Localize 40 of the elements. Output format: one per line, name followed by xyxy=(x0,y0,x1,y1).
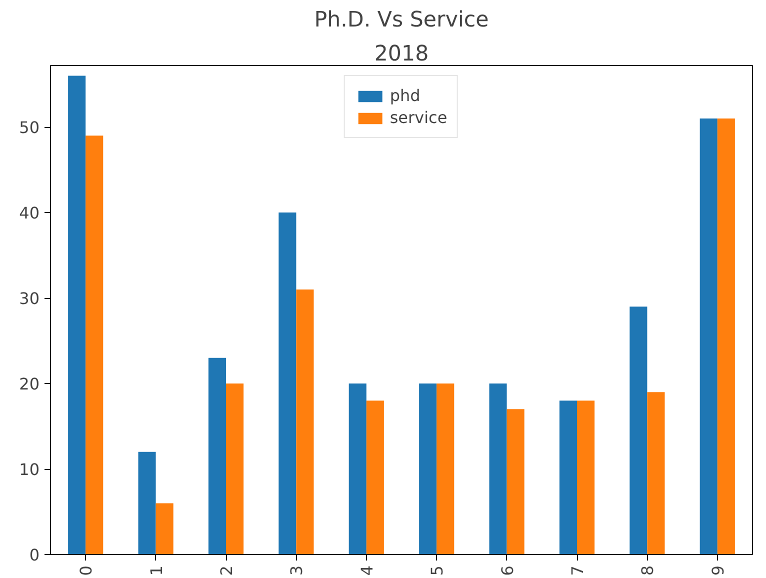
x-tick-label: 2 xyxy=(217,565,236,576)
x-tick-label: 9 xyxy=(708,565,728,576)
y-tick-label: 50 xyxy=(19,118,40,138)
x-tick-label: 6 xyxy=(498,565,517,576)
bar xyxy=(559,400,577,554)
x-tick-label: 0 xyxy=(76,565,96,576)
bar xyxy=(278,212,296,554)
bar xyxy=(86,136,104,554)
x-tick-label: 4 xyxy=(357,565,376,576)
bar xyxy=(630,306,648,554)
y-tick-label: 30 xyxy=(19,289,40,308)
bar xyxy=(68,76,86,554)
bar xyxy=(208,358,226,554)
bar xyxy=(700,118,718,554)
y-tick-label: 20 xyxy=(19,374,40,394)
bar xyxy=(348,384,366,554)
x-tick-label: 8 xyxy=(638,565,658,576)
y-tick-label: 0 xyxy=(29,546,40,564)
bar xyxy=(156,503,174,554)
bar xyxy=(647,392,665,554)
bar xyxy=(577,400,595,554)
bar xyxy=(226,384,244,554)
bar xyxy=(419,384,437,554)
bar xyxy=(717,118,735,554)
x-tick-label: 5 xyxy=(428,565,447,576)
bar xyxy=(296,289,314,554)
bar xyxy=(138,452,156,554)
chart-subtitle: 2018 xyxy=(374,42,429,66)
legend-label: service xyxy=(390,108,448,127)
legend-label: phd xyxy=(390,86,420,105)
y-tick-label: 40 xyxy=(19,204,40,223)
y-tick-label: 10 xyxy=(19,460,40,480)
bar xyxy=(489,384,507,554)
x-tick-label: 7 xyxy=(568,565,587,576)
x-tick-label: 3 xyxy=(287,565,306,576)
bar xyxy=(506,409,524,554)
x-tick-label: 1 xyxy=(146,565,166,576)
bar xyxy=(436,384,454,554)
bar xyxy=(366,400,384,554)
chart-title: Ph.D. Vs Service xyxy=(314,8,489,32)
